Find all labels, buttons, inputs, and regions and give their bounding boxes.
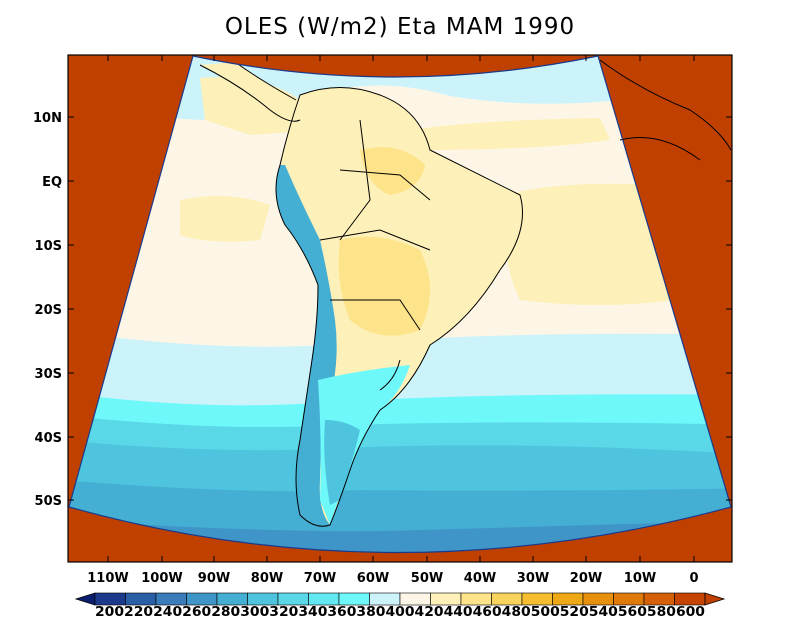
colorbar-box <box>308 592 340 606</box>
colorbar-box <box>613 592 645 606</box>
lon-label: 40W <box>464 571 496 586</box>
colorbar-box <box>582 592 614 606</box>
colorbar-box <box>369 592 401 606</box>
colorbar-box <box>155 592 187 606</box>
colorbar-box <box>125 592 157 606</box>
colorbar-box <box>399 592 431 606</box>
colorbar-box <box>186 592 218 606</box>
lon-label: 30W <box>517 571 549 586</box>
colorbar-box <box>338 592 370 606</box>
colorbar-arrow-right <box>704 592 726 606</box>
colorbar-labels: 2002202402602803003203403603804004204404… <box>95 605 705 618</box>
coastlines <box>199 61 523 527</box>
lon-label: 80W <box>251 571 283 586</box>
lat-label: 50S <box>35 494 62 509</box>
lon-label: 10W <box>624 571 656 586</box>
map-title: OLES (W/m2) Eta MAM 1990 <box>224 14 576 40</box>
lat-label: EQ <box>42 175 62 190</box>
colorbar-box <box>94 592 126 606</box>
latitude-axis: 10N EQ 10S 20S 30S 40S 50S <box>33 111 732 509</box>
colorbar-box <box>491 592 523 606</box>
lon-label: 0 <box>689 571 698 586</box>
colorbar-box <box>277 592 309 606</box>
colorbar-arrow-left <box>74 592 96 606</box>
lat-label: 40S <box>35 431 62 446</box>
colorbar-box <box>430 592 462 606</box>
lon-label: 60W <box>357 571 389 586</box>
lon-label: 50W <box>411 571 443 586</box>
longitude-axis: 110W 100W 90W 80W 70W 60W 50W 40W 30W 20W 10W 0 <box>87 55 699 586</box>
africa-coastline <box>599 59 732 161</box>
colorbar-box <box>460 592 492 606</box>
lon-label: 110W <box>87 571 128 586</box>
colorbar-box <box>674 592 706 606</box>
lat-label: 10N <box>33 111 62 126</box>
colorbar <box>74 592 726 606</box>
domain-outline <box>68 55 732 554</box>
lat-label: 30S <box>35 367 62 382</box>
colorbar-box <box>643 592 675 606</box>
lat-label: 10S <box>35 239 62 254</box>
colorbar-box <box>552 592 584 606</box>
lon-label: 20W <box>570 571 602 586</box>
lon-label: 90W <box>198 571 230 586</box>
lat-label: 20S <box>35 303 62 318</box>
lon-label: 70W <box>304 571 336 586</box>
colorbar-box <box>521 592 553 606</box>
lon-label: 100W <box>141 571 182 586</box>
colorbar-box <box>216 592 248 606</box>
colorbar-box <box>247 592 279 606</box>
